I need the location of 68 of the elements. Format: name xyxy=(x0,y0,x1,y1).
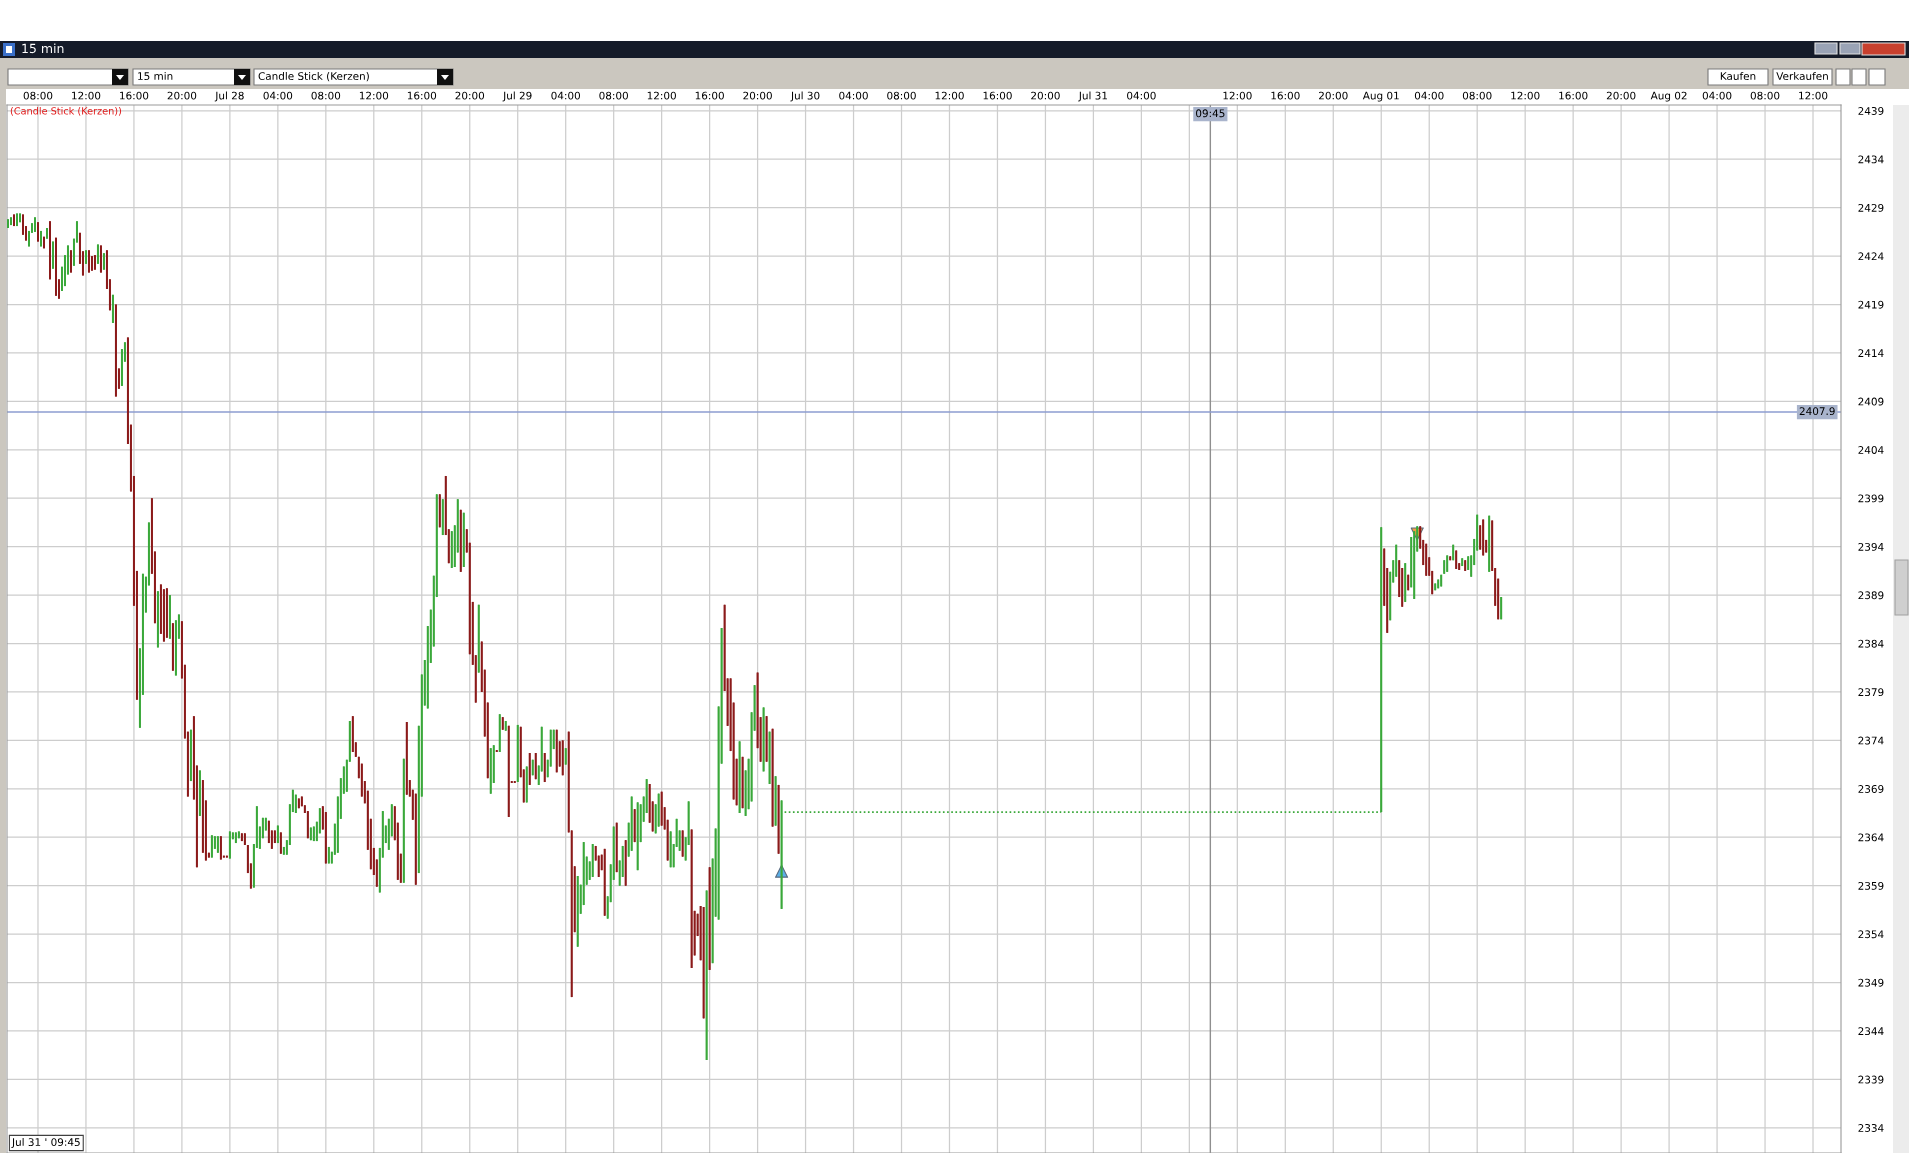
x-tick-label: 12:00 xyxy=(72,91,101,100)
x-tick-label: 04:00 xyxy=(839,91,868,100)
y-tick-label: 2434 xyxy=(1858,155,1884,164)
x-tick-label: 12:00 xyxy=(1799,91,1828,100)
y-tick-label: 2394 xyxy=(1858,542,1884,551)
y-tick-label: 2369 xyxy=(1858,785,1884,793)
x-tick-label: 04:00 xyxy=(1702,91,1732,100)
y-tick-label: 2419 xyxy=(1858,300,1884,309)
y-tick-label: 2389 xyxy=(1858,591,1884,600)
y-tick-label: 2424 xyxy=(1858,252,1884,261)
x-tick-label: 20:00 xyxy=(1606,91,1636,100)
x-tick-label: 12:00 xyxy=(359,91,389,100)
y-tick-label: 2354 xyxy=(1858,930,1884,939)
y-tick-label: 2399 xyxy=(1858,494,1884,503)
x-tick-label: 12:00 xyxy=(935,91,964,100)
y-tick-label: 2384 xyxy=(1858,639,1884,648)
x-tick-label: 12:00 xyxy=(647,91,676,100)
annotation: Jul 31 ' 09:45 xyxy=(11,1137,80,1148)
x-tick-label: 16:00 xyxy=(120,91,149,100)
x-tick-label: 16:00 xyxy=(1271,91,1300,100)
x-tick-label: Jul 31 xyxy=(1078,91,1108,102)
x-tick-label: Aug 02 xyxy=(1650,91,1687,102)
x-tick-label: 08:00 xyxy=(1462,91,1492,100)
y-tick-label: 2349 xyxy=(1858,978,1884,987)
ref-line-label: 09:45 xyxy=(1196,109,1225,118)
ref-line-label: 2407.9 xyxy=(1799,407,1835,416)
x-tick-label: Aug 01 xyxy=(1362,91,1399,102)
x-tick-label: 20:00 xyxy=(167,91,197,100)
y-tick-label: 2339 xyxy=(1858,1075,1884,1084)
x-tick-label: 16:00 xyxy=(407,91,437,100)
x-tick-label: 12:00 xyxy=(1223,91,1252,100)
y-tick-label: 2374 xyxy=(1858,736,1884,745)
y-tick-label: 2344 xyxy=(1858,1027,1884,1036)
y-tick-label: 2379 xyxy=(1858,688,1884,697)
x-tick-label: 08:00 xyxy=(311,91,341,100)
y-tick-label: 2429 xyxy=(1858,203,1884,212)
x-tick-label: 04:00 xyxy=(551,91,581,100)
y-tick-label: 2334 xyxy=(1858,1124,1884,1132)
x-tick-label: 08:00 xyxy=(887,91,916,100)
text: Kaufen xyxy=(1720,71,1756,81)
text: 15 min xyxy=(22,43,64,54)
y-tick-label: 2439 xyxy=(1858,107,1884,115)
y-tick-label: 2409 xyxy=(1858,397,1884,406)
x-tick-label: 20:00 xyxy=(455,91,485,100)
x-tick-label: 16:00 xyxy=(695,91,724,100)
x-tick-label: 20:00 xyxy=(1031,91,1060,100)
y-tick-label: 2404 xyxy=(1858,446,1884,454)
x-tick-label: 12:00 xyxy=(1511,91,1540,100)
x-tick-label: 08:00 xyxy=(1750,91,1780,100)
x-tick-label: 04:00 xyxy=(1127,91,1156,100)
x-tick-label: 04:00 xyxy=(1414,91,1444,100)
x-tick-label: 20:00 xyxy=(743,91,772,100)
x-tick-label: 08:00 xyxy=(599,91,628,100)
text: Candle Stick (Kerzen) xyxy=(258,71,369,82)
x-tick-label: 08:00 xyxy=(23,91,53,100)
x-tick-label: 16:00 xyxy=(1559,91,1588,100)
y-tick-label: 2414 xyxy=(1858,349,1884,357)
x-tick-label: Jul 29 xyxy=(502,91,532,102)
text: Verkaufen xyxy=(1776,71,1828,81)
y-tick-label: 2364 xyxy=(1858,833,1884,842)
y-tick-label: 2359 xyxy=(1858,881,1884,890)
x-tick-label: Jul 30 xyxy=(790,91,820,102)
x-tick-label: Jul 28 xyxy=(214,91,244,102)
x-tick-label: 04:00 xyxy=(263,91,293,100)
annotation: (Candle Stick (Kerzen)) xyxy=(10,107,122,116)
x-tick-label: 16:00 xyxy=(983,91,1012,100)
chart-title: 15 min xyxy=(138,71,173,81)
x-tick-label: 20:00 xyxy=(1319,91,1348,100)
